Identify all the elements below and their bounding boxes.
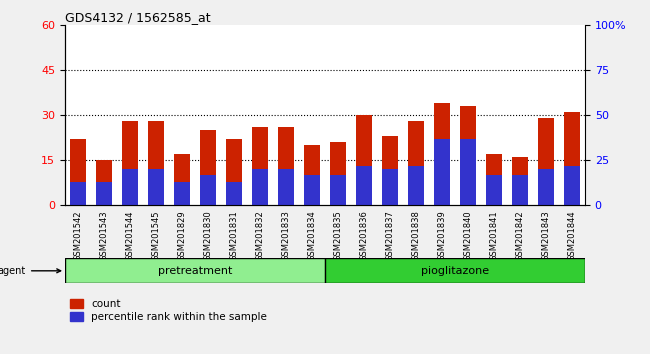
Bar (538, 169, 554, 205)
Bar (356, 115, 372, 205)
Bar (226, 182, 242, 205)
Bar (200, 175, 216, 205)
Bar (252, 127, 268, 205)
Bar (96, 160, 112, 205)
Bar (330, 142, 346, 205)
Bar (564, 112, 580, 205)
Bar (174, 182, 190, 205)
Text: pretreatment: pretreatment (158, 266, 232, 276)
Bar (486, 175, 502, 205)
Bar (226, 139, 242, 205)
Bar (538, 118, 554, 205)
Bar (486, 154, 502, 205)
Bar (304, 175, 320, 205)
Bar (434, 138, 450, 205)
Bar (65, 258, 325, 283)
Bar (122, 121, 138, 205)
Bar (325, 258, 585, 283)
Bar (174, 154, 190, 205)
Bar (434, 103, 450, 205)
Bar (304, 145, 320, 205)
Bar (200, 130, 216, 205)
Bar (460, 138, 476, 205)
Bar (356, 166, 372, 205)
Text: pioglitazone: pioglitazone (421, 266, 489, 276)
Bar (408, 166, 424, 205)
Bar (148, 169, 164, 205)
Bar (252, 169, 268, 205)
Bar (96, 182, 112, 205)
Bar (408, 121, 424, 205)
Bar (382, 136, 398, 205)
Text: GDS4132 / 1562585_at: GDS4132 / 1562585_at (65, 11, 211, 24)
Bar (460, 106, 476, 205)
Text: agent: agent (0, 266, 60, 276)
Bar (512, 175, 528, 205)
Bar (122, 169, 138, 205)
Bar (70, 182, 86, 205)
Bar (278, 127, 294, 205)
Bar (148, 121, 164, 205)
Legend: count, percentile rank within the sample: count, percentile rank within the sample (70, 299, 267, 322)
Bar (382, 169, 398, 205)
Bar (564, 166, 580, 205)
Bar (70, 139, 86, 205)
Bar (330, 175, 346, 205)
Bar (512, 157, 528, 205)
Bar (278, 169, 294, 205)
